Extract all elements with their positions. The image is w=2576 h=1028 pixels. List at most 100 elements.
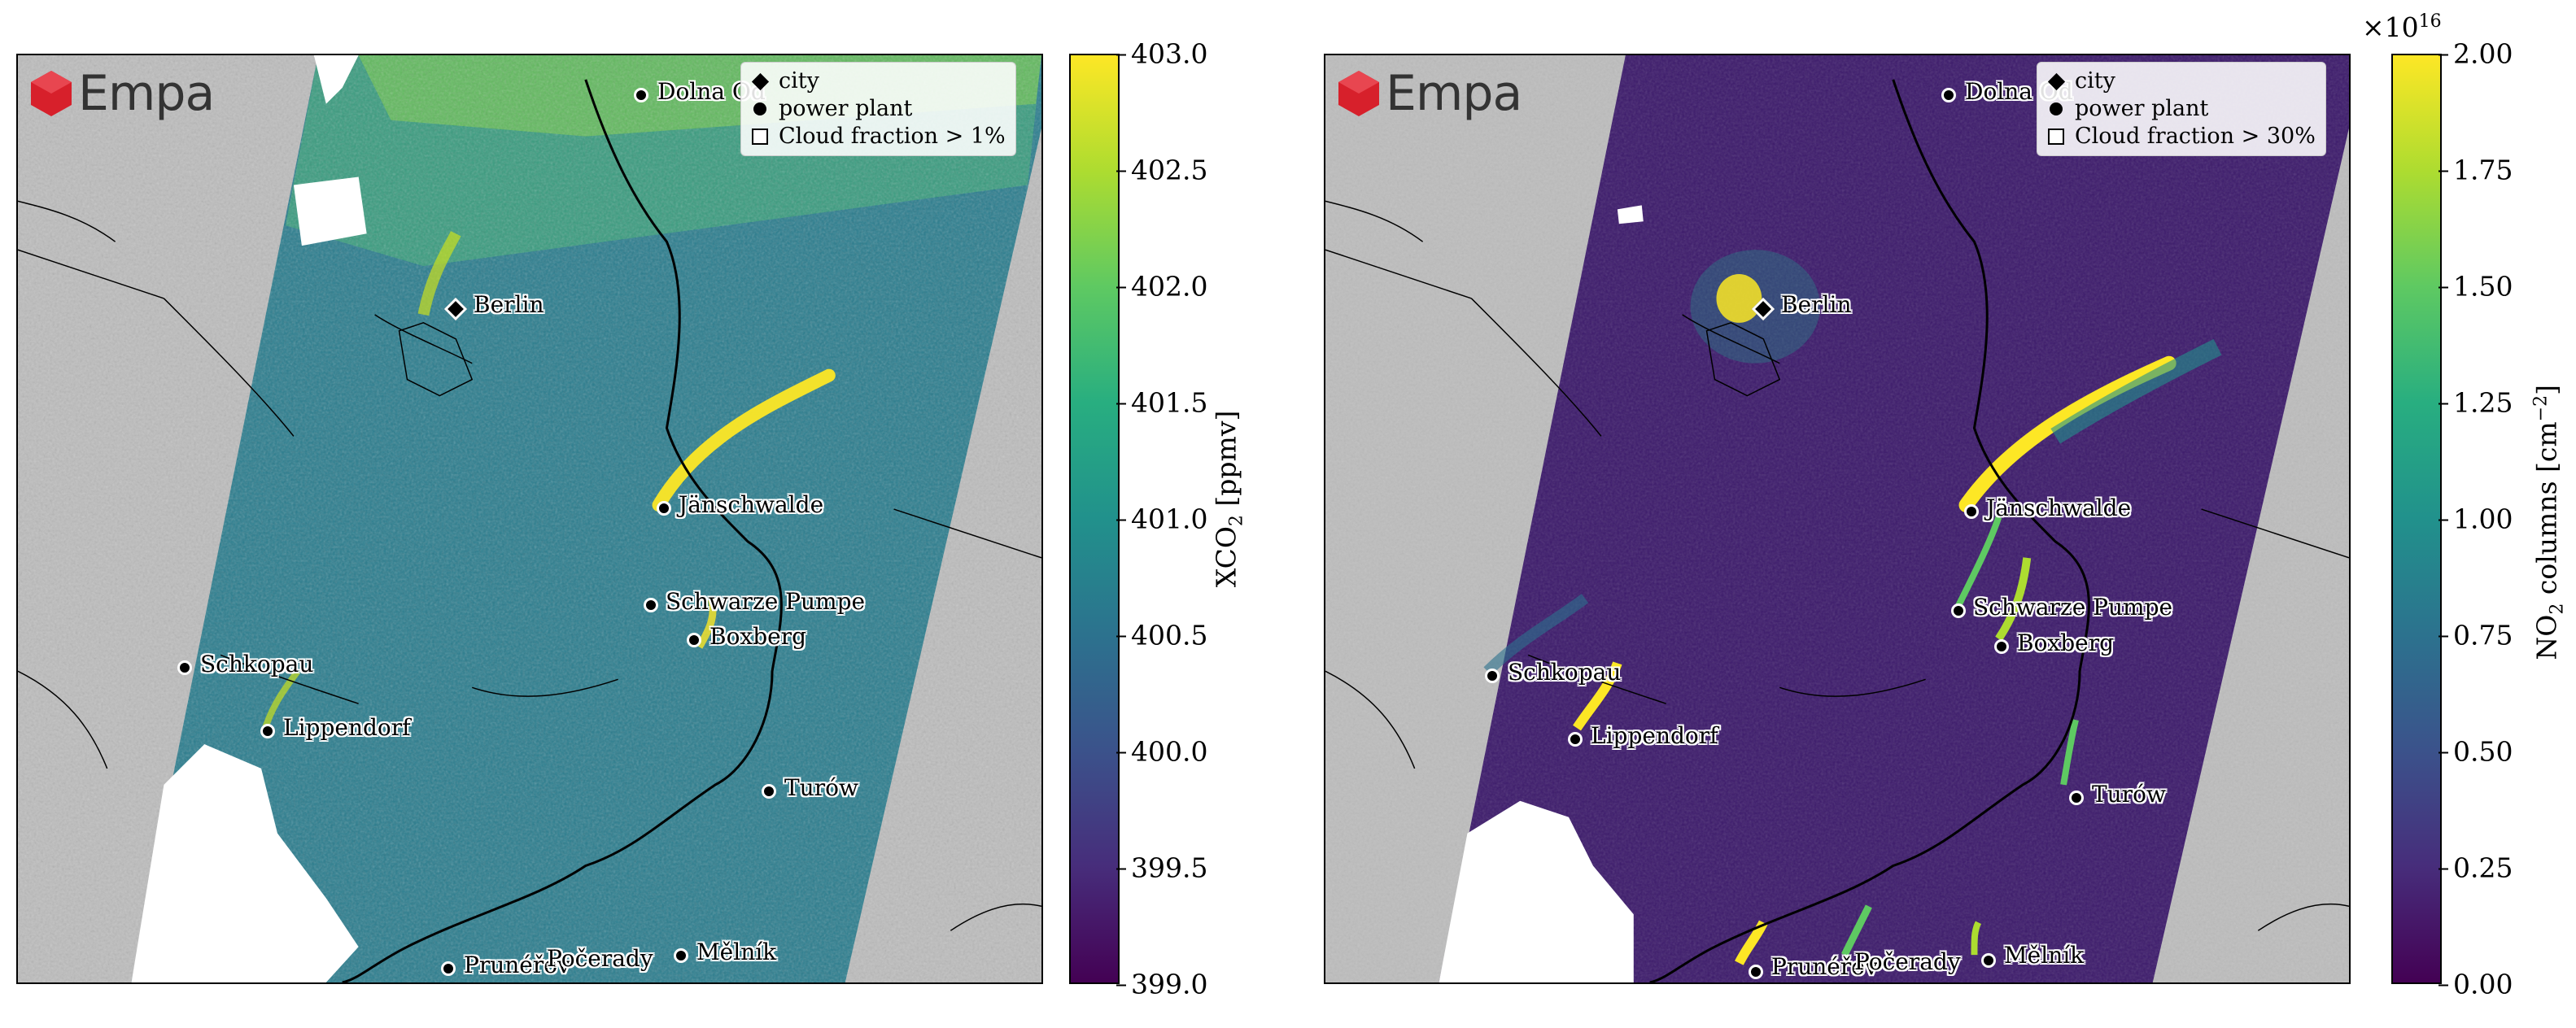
no2-plume-janschwalde-tail [2050,338,2222,444]
colorbar-tick: 400.0 [1116,735,1208,768]
plant-marker-prunerov [1749,965,1763,979]
site-label-schkopau: Schkopau [200,651,314,677]
legend-label-city: city [779,68,819,94]
colorbar-tick: 399.5 [1116,852,1208,884]
xco2-plume-janschwalde [652,368,836,512]
colorbar-tick: 400.5 [1116,619,1208,651]
site-label-pocerady: Počerady [547,945,653,972]
no2-plume-lippendorf [1573,661,1622,731]
no2-plume-schwarze [1954,516,2002,608]
colorbar-tick: 1.50 [2438,270,2513,303]
plant-marker-schwarze [644,598,658,612]
no2-plume-melnik [1971,921,1982,956]
xco2-plume-lippendorf [262,669,301,730]
legend-row-city: city [2047,68,2316,95]
no2-plume-janschwalde [1958,355,2177,513]
xco2-cloud-mask [293,176,367,246]
xco2-plume-berlin [417,231,461,316]
colorbar-tick: 402.0 [1116,270,1208,303]
no2-panel: Empa Dolna Od Berlin Jänschwalde Schwarz… [1288,0,2576,1028]
xco2-colorbar-ticks: 403.0 402.5 402.0 401.5 401.0 400.5 400.… [1116,38,1253,1000]
empa-logo-icon [1338,71,1379,116]
city-marker-dolna [634,88,648,102]
no2-map-svg [1325,55,2349,982]
xco2-cloud-mask [131,744,359,982]
no2-plume-schkopau [1483,594,1589,676]
no2-colorbar-multiplier: ×1016 [2362,11,2442,43]
plant-marker-janschwalde [657,501,671,516]
country-border [342,79,783,982]
colorbar-tick: 402.5 [1116,154,1208,186]
region-border [18,200,1041,931]
colorbar-tick: 0.50 [2438,735,2513,768]
colorbar-tick: 0.75 [2438,619,2513,651]
site-label-schwarze: Schwarze Pumpe [1973,594,2173,621]
site-label-boxberg: Boxberg [709,623,807,650]
empa-logo: Empa [1337,65,1522,122]
no2-colorbar-label: NO2 columns [cm−2] [2530,385,2568,660]
berlin-boundary [1705,322,1781,397]
region-border [1325,200,2349,931]
legend-row-cloud: Cloud fraction > 1% [751,123,1006,150]
legend-row-cloud: Cloud fraction > 30% [2047,123,2316,150]
site-label-prunerov: Prunéřov [464,952,570,978]
xco2-map: Empa Dolna Od Berlin Jänschwalde Schwarz… [16,54,1043,984]
xco2-cloud-mask [313,55,359,104]
diamond-icon [2047,72,2065,90]
legend-row-plant: power plant [2047,95,2316,123]
berlin-boundary [398,322,474,397]
site-label-boxberg: Boxberg [2017,629,2115,656]
colorbar-tick: 1.75 [2438,154,2513,186]
site-label-schkopau: Schkopau [1508,659,1622,686]
site-label-turow: Turów [2092,781,2166,808]
no2-plume-pocerady [1840,904,1872,957]
colorbar-tick: 1.00 [2438,503,2513,535]
plant-marker-turow [2069,791,2084,805]
site-label-janschwalde: Jänschwalde [679,491,824,518]
xco2-panel: Empa Dolna Od Berlin Jänschwalde Schwarz… [16,38,1253,1000]
plant-marker-boxberg [687,633,701,647]
colorbar-tick: 0.00 [2438,968,2513,1000]
empa-logo-icon [31,71,72,116]
no2-map: Empa Dolna Od Berlin Jänschwalde Schwarz… [1324,54,2351,984]
colorbar-tick: 0.25 [2438,852,2513,884]
colorbar-tick: 403.0 [1116,37,1208,70]
legend-label-plant: power plant [2075,96,2209,121]
dot-icon [2050,102,2063,115]
xco2-legend: city power plant Cloud fraction > 1% [740,62,1016,156]
no2-plume-boxberg [1995,557,2032,642]
country-border [1649,79,2090,982]
no2-colorbar [2391,54,2442,984]
plant-marker-melnik [674,948,688,963]
dot-icon [753,102,766,115]
plant-marker-prunerov [441,961,456,976]
plant-marker-boxberg [1994,639,2009,654]
square-icon [2048,128,2064,145]
xco2-colorbar-label: XCO2 [ppmv] [1210,410,1247,588]
xco2-plume-boxberg [696,597,717,649]
colorbar-tick: 401.0 [1116,503,1208,535]
site-label-berlin: Berlin [1781,291,1852,318]
no2-legend: city power plant Cloud fraction > 30% [2037,62,2326,156]
plant-marker-schwarze [1951,603,1966,618]
site-label-berlin: Berlin [474,291,544,318]
legend-row-plant: power plant [751,95,1006,123]
site-label-melnik: Mělník [2004,942,2085,969]
plant-marker-schkopau [1485,669,1500,683]
site-label-lippendorf: Lippendorf [283,714,411,741]
plant-marker-melnik [1981,953,1996,968]
plant-marker-lippendorf [1568,732,1583,747]
colorbar-tick: 399.0 [1116,968,1208,1000]
legend-label-plant: power plant [779,96,913,121]
logo-text: Empa [1386,65,1522,122]
colorbar-tick: 1.25 [2438,386,2513,419]
plant-marker-schkopau [177,660,192,675]
no2-berlin-core [1716,274,1762,323]
empa-logo: Empa [29,65,215,122]
site-label-turow: Turów [784,774,858,801]
xco2-colorbar [1069,54,1120,984]
site-label-prunerov: Prunéřov [1771,953,1878,980]
plant-marker-turow [762,784,776,799]
legend-label-cloud: Cloud fraction > 1% [779,124,1006,149]
colorbar-tick: 2.00 [2438,37,2513,70]
